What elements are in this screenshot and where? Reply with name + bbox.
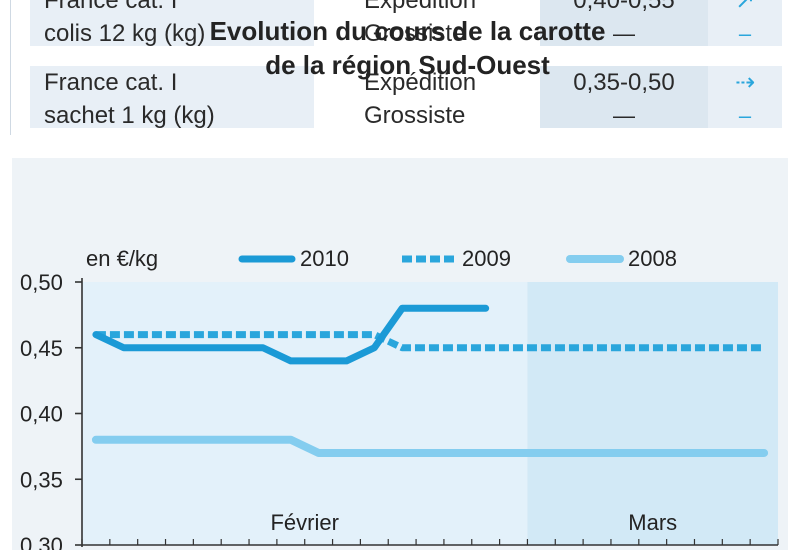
arrow-right-icon: ⇢ xyxy=(734,69,756,96)
stage-grossiste: Grossiste xyxy=(364,20,466,47)
y-tick-label: 0,30 xyxy=(20,533,63,550)
stage-expedition: Expédition xyxy=(364,0,477,14)
product-name: France cat. I xyxy=(44,69,178,96)
legend-swatch-2010 xyxy=(238,255,296,263)
product-name: France cat. I xyxy=(44,0,178,14)
chart-title-line1: Evolution du cours de la carotte xyxy=(209,16,606,46)
table-row: France cat. I colis 12 kg (kg) Expéditio… xyxy=(12,0,782,47)
y-tick-label: 0,35 xyxy=(20,467,63,492)
series-line-2008 xyxy=(91,435,769,457)
price-range: 0,40-0,55 xyxy=(573,0,675,14)
y-tick-label: 0,40 xyxy=(20,402,63,427)
trend-cell: ↗ – xyxy=(708,0,782,46)
price-empty: — xyxy=(613,103,635,128)
product-cell: France cat. I sachet 1 kg (kg) xyxy=(30,66,314,129)
y-tick-label: 0,45 xyxy=(20,336,63,361)
price-cell: 0,40-0,55 — xyxy=(540,0,708,46)
stage-expedition: Expédition xyxy=(364,69,477,96)
y-axis-unit: en €/kg xyxy=(86,246,159,271)
y-tick-label: 0,50 xyxy=(20,270,63,295)
table-row: France cat. I sachet 1 kg (kg) Expéditio… xyxy=(12,66,782,129)
stage-cell: Expédition Grossiste xyxy=(346,66,548,129)
series-line-2009 xyxy=(95,331,765,352)
stage-cell: Expédition Grossiste xyxy=(346,0,548,47)
chart-title: Evolution du cours de la carotte de la r… xyxy=(0,14,800,82)
trend-empty: – xyxy=(738,103,752,128)
price-empty: — xyxy=(613,21,635,46)
price-range: 0,35-0,50 xyxy=(573,69,675,96)
legend-label-2008: 2008 xyxy=(628,246,677,271)
month-label: Février xyxy=(270,510,338,535)
stage-grossiste: Grossiste xyxy=(364,102,466,129)
product-package: colis 12 kg (kg) xyxy=(44,20,206,47)
series-line-2010 xyxy=(92,304,490,365)
month-band xyxy=(527,282,778,545)
chart-title-line2: de la région Sud-Ouest xyxy=(265,50,550,80)
table-left-rule xyxy=(10,0,11,135)
legend-label-2010: 2010 xyxy=(300,246,349,271)
legend-label-2009: 2009 xyxy=(462,246,511,271)
product-cell: France cat. I colis 12 kg (kg) xyxy=(30,0,314,47)
trend-empty: – xyxy=(738,21,752,46)
legend-swatch-2009 xyxy=(402,255,456,263)
arrow-up-right-icon: ↗ xyxy=(734,0,756,14)
price-table: France cat. I colis 12 kg (kg) Expéditio… xyxy=(0,0,800,140)
trend-cell: ⇢ – xyxy=(708,66,782,128)
month-band xyxy=(82,282,528,545)
month-label: Mars xyxy=(628,510,677,535)
product-package: sachet 1 kg (kg) xyxy=(44,102,215,129)
price-cell: 0,35-0,50 — xyxy=(540,66,708,128)
legend-swatch-2008 xyxy=(566,255,624,263)
